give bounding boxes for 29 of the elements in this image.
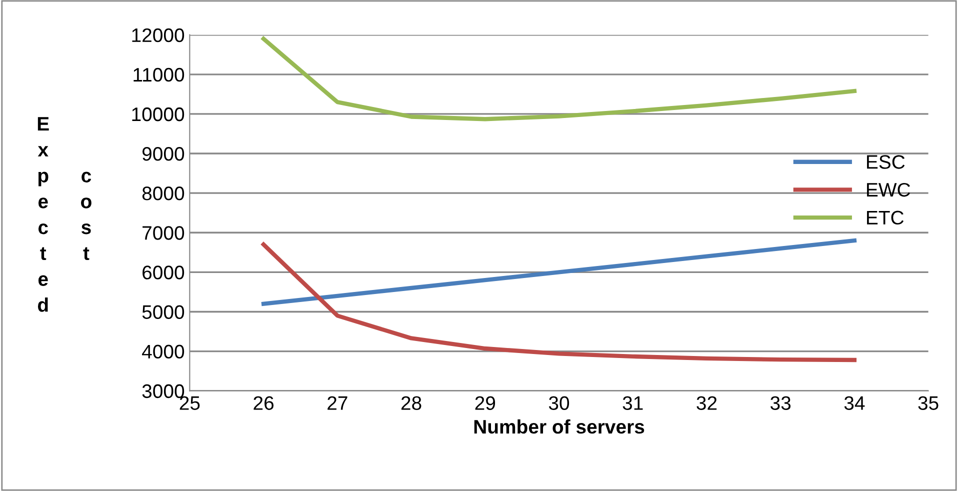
y-tick-label: 12000 bbox=[132, 28, 184, 42]
line-series bbox=[261, 242, 857, 362]
y-tick-label: 10000 bbox=[132, 107, 184, 122]
y-tick-label: 9000 bbox=[142, 146, 184, 161]
y-tick-label: 6000 bbox=[142, 266, 184, 280]
y-tick-label: 3000 bbox=[142, 384, 184, 398]
x-tick-label: 29 bbox=[475, 396, 496, 410]
legend-label: EWC bbox=[867, 182, 910, 197]
y-tick-label: 7000 bbox=[142, 226, 184, 240]
x-tick-label: 27 bbox=[328, 396, 348, 410]
line-series bbox=[261, 238, 857, 306]
x-tick-label: 25 bbox=[180, 396, 200, 410]
line-series bbox=[261, 36, 857, 122]
x-tick-label: 26 bbox=[254, 396, 274, 410]
y-tick-label: 11000 bbox=[134, 68, 184, 82]
y-tick-label: 5000 bbox=[142, 305, 184, 319]
text: Expected cost bbox=[38, 117, 92, 312]
x-tick-label: 30 bbox=[548, 396, 570, 410]
y-tick-label: 4000 bbox=[142, 344, 184, 359]
x-axis-title: Number of servers bbox=[474, 419, 644, 434]
y-tick-label: 8000 bbox=[142, 186, 184, 200]
x-tick-label: 33 bbox=[770, 396, 791, 410]
x-tick-label: 32 bbox=[696, 396, 717, 410]
x-tick-label: 35 bbox=[918, 396, 938, 410]
x-tick-label: 31 bbox=[622, 396, 643, 410]
legend-label: ETC bbox=[867, 210, 904, 225]
legend-label: ESC bbox=[867, 155, 905, 169]
x-tick-label: 28 bbox=[401, 396, 422, 410]
x-tick-label: 34 bbox=[844, 396, 865, 410]
